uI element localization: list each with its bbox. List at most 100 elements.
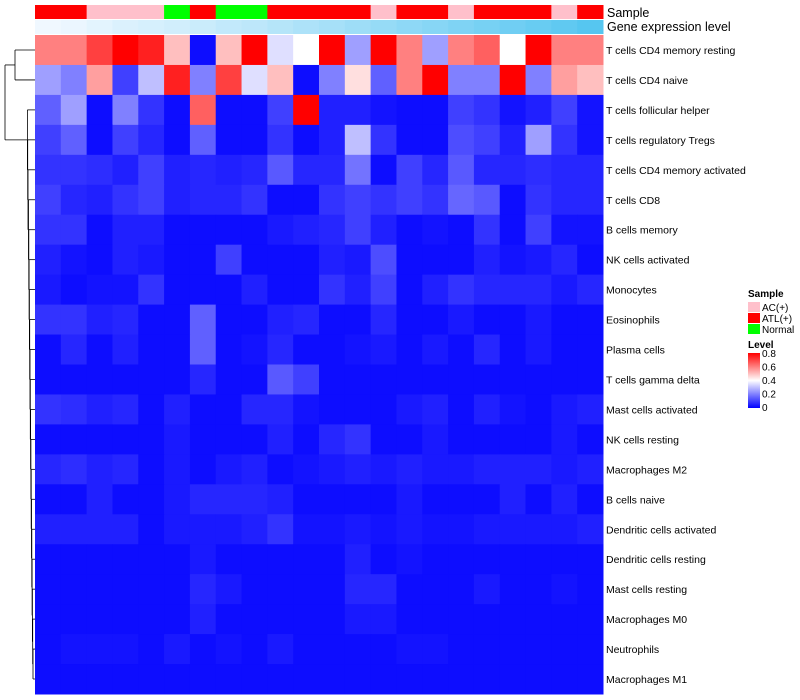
heatmap-cell bbox=[344, 364, 372, 395]
heatmap-cell bbox=[189, 664, 217, 695]
heatmap-cell bbox=[86, 304, 113, 336]
heatmap-cell bbox=[344, 484, 372, 515]
heatmap-cell bbox=[189, 424, 217, 455]
heatmap-cell bbox=[344, 514, 372, 545]
heatmap-cell bbox=[448, 574, 475, 605]
row-dendrogram bbox=[4, 49, 35, 680]
level-cell bbox=[215, 20, 243, 34]
heatmap-cell bbox=[448, 64, 475, 96]
heatmap-cell bbox=[396, 124, 423, 156]
heatmap-cell bbox=[164, 64, 191, 96]
heatmap-cell bbox=[293, 544, 320, 575]
heatmap-cell bbox=[164, 394, 191, 425]
heatmap-cell bbox=[293, 634, 320, 665]
heatmap-cell bbox=[448, 484, 475, 515]
heatmap-cell bbox=[448, 274, 475, 306]
heatmap-cell bbox=[525, 274, 552, 306]
heatmap-cell bbox=[370, 304, 397, 336]
legend-tick-label: 0.6 bbox=[762, 363, 776, 374]
heatmap-cell bbox=[422, 514, 449, 545]
heatmap-cell bbox=[319, 35, 346, 66]
heatmap-cell bbox=[293, 364, 320, 395]
heatmap-cell bbox=[241, 394, 268, 425]
level-cell bbox=[138, 20, 165, 34]
heatmap-cell bbox=[267, 184, 294, 216]
heatmap-cell bbox=[344, 664, 372, 695]
heatmap-cell bbox=[241, 364, 268, 395]
heatmap-cell bbox=[448, 184, 475, 216]
heatmap-cell bbox=[215, 64, 243, 96]
heatmap-cell bbox=[215, 544, 243, 575]
sample-cell bbox=[164, 5, 191, 19]
level-track-label: Gene expression level bbox=[607, 20, 731, 34]
heatmap-cell bbox=[344, 334, 372, 365]
legend-level-ticks: 0.8 0.6 0.4 0.2 0 bbox=[762, 349, 776, 414]
level-cell bbox=[448, 20, 475, 34]
heatmap-cell bbox=[164, 214, 191, 246]
heatmap-cell bbox=[370, 424, 397, 455]
heatmap-cell bbox=[319, 274, 346, 306]
heatmap-cell bbox=[396, 544, 423, 575]
heatmap-cell bbox=[189, 304, 217, 336]
heatmap-cell bbox=[525, 544, 552, 575]
heatmap-cell bbox=[370, 334, 397, 365]
heatmap-cell bbox=[60, 484, 88, 515]
heatmap-cell bbox=[241, 64, 268, 96]
heatmap-cell bbox=[499, 364, 527, 395]
sample-cell bbox=[344, 5, 372, 19]
heatmap-cell bbox=[577, 94, 604, 126]
heatmap-cell bbox=[189, 64, 217, 96]
heatmap-cell bbox=[319, 124, 346, 156]
heatmap-cell bbox=[293, 94, 320, 126]
row-label: Dendritic cells resting bbox=[606, 554, 706, 566]
level-cell bbox=[164, 20, 191, 34]
heatmap-cell bbox=[525, 184, 552, 216]
heatmap-cell bbox=[60, 154, 88, 186]
heatmap-cell bbox=[344, 454, 372, 485]
sample-cell bbox=[473, 5, 501, 19]
heatmap-cell bbox=[396, 364, 423, 395]
heatmap-cell bbox=[525, 214, 552, 246]
heatmap-cell bbox=[86, 514, 113, 545]
heatmap-cell bbox=[86, 484, 113, 515]
heatmap-cell bbox=[577, 304, 604, 336]
heatmap-cell bbox=[473, 244, 501, 276]
heatmap-cell bbox=[293, 664, 320, 695]
heatmap-cell bbox=[396, 184, 423, 216]
heatmap-cell bbox=[499, 544, 527, 575]
heatmap-cell bbox=[215, 364, 243, 395]
heatmap-cell bbox=[448, 544, 475, 575]
heatmap-cell bbox=[138, 334, 165, 365]
heatmap-cell bbox=[138, 94, 165, 126]
heatmap-cell bbox=[422, 334, 449, 365]
heatmap-cell bbox=[577, 394, 604, 425]
heatmap-cell bbox=[551, 364, 578, 395]
heatmap-cell bbox=[35, 64, 62, 96]
sample-cell bbox=[551, 5, 578, 19]
heatmap-cell bbox=[473, 214, 501, 246]
legend-tick-label: 0.8 bbox=[762, 349, 776, 360]
heatmap-cell bbox=[344, 64, 372, 96]
heatmap-cell bbox=[35, 184, 62, 216]
level-cell bbox=[473, 20, 501, 34]
heatmap-cell bbox=[35, 214, 62, 246]
heatmap-cell bbox=[241, 124, 268, 156]
row-label: Mast cells activated bbox=[606, 404, 698, 416]
heatmap-cell bbox=[499, 484, 527, 515]
heatmap-cell bbox=[267, 154, 294, 186]
heatmap-cell bbox=[35, 454, 62, 485]
heatmap-cell bbox=[241, 604, 268, 635]
heatmap-cell bbox=[448, 304, 475, 336]
heatmap-cell bbox=[473, 334, 501, 365]
heatmap-cell bbox=[189, 244, 217, 276]
heatmap-cell bbox=[112, 424, 139, 455]
heatmap-cell bbox=[215, 454, 243, 485]
heatmap-cell bbox=[422, 94, 449, 126]
heatmap-cell bbox=[396, 334, 423, 365]
heatmap-cell bbox=[551, 604, 578, 635]
heatmap-cell bbox=[138, 154, 165, 186]
heatmap-cell bbox=[267, 334, 294, 365]
legend-tick-label: 0.4 bbox=[762, 376, 776, 387]
heatmap-cell bbox=[86, 124, 113, 156]
heatmap-cell bbox=[86, 64, 113, 96]
